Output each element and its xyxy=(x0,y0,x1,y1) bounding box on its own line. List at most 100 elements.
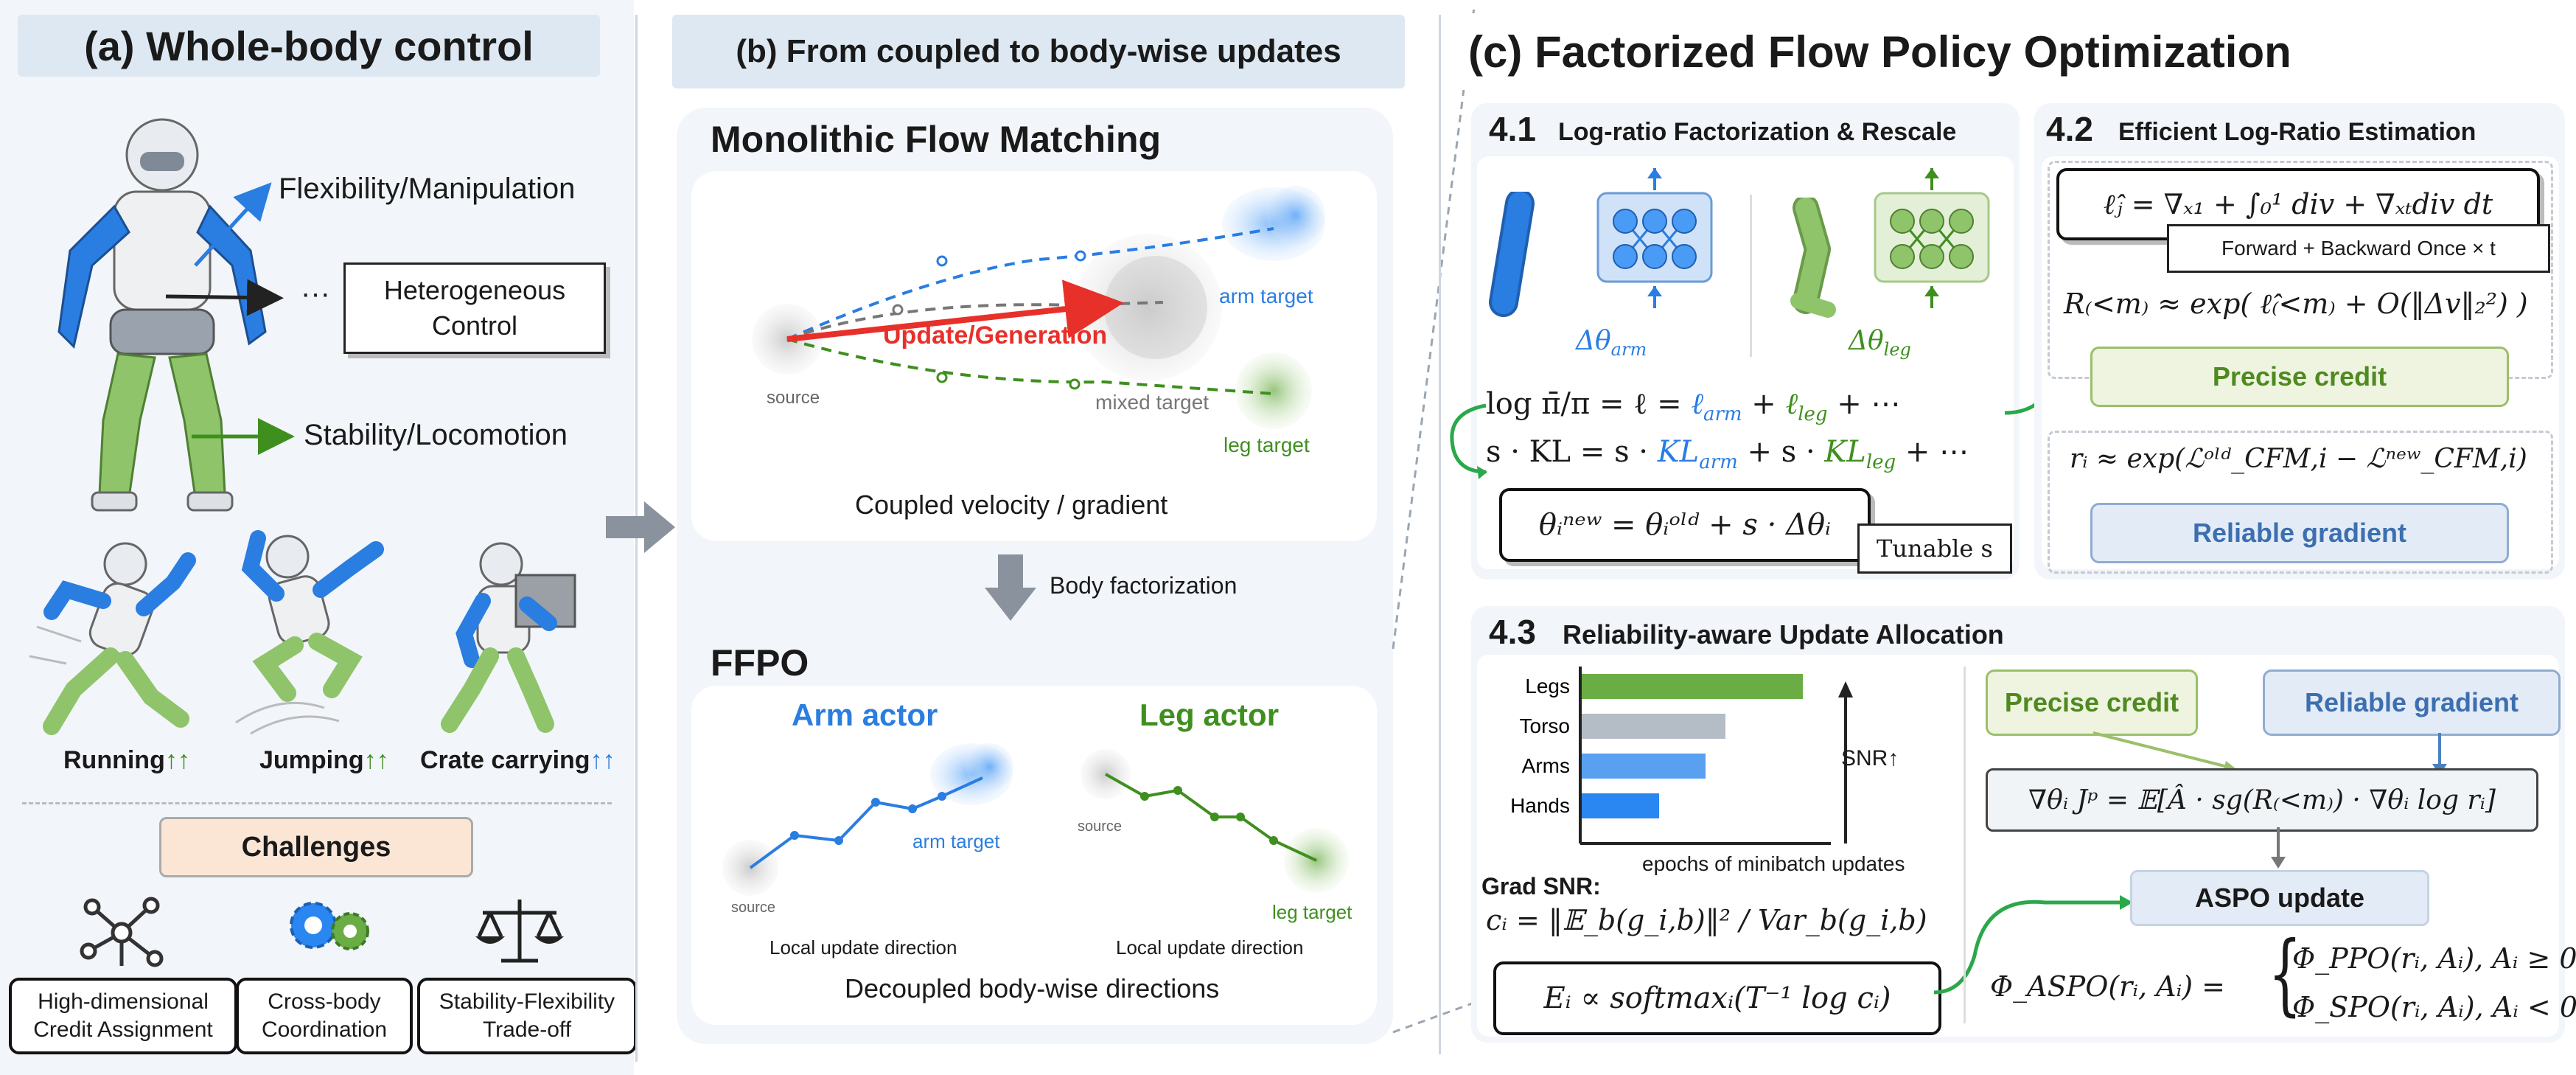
zoom-connector xyxy=(1392,7,1476,1034)
body-factorization-label: Body factorization xyxy=(1050,572,1238,599)
gears-icon xyxy=(290,902,369,950)
tick-label-legs: Legs xyxy=(1525,675,1570,697)
forward-backward-box: Forward + Backward Once × t xyxy=(2167,224,2550,273)
challenge-cross-body: Cross-body Coordination xyxy=(236,978,413,1054)
eq1-l-arm-symbol: ℓ xyxy=(1691,387,1703,421)
arm-network-icon xyxy=(1596,168,1713,308)
bar-legs xyxy=(1582,674,1803,699)
precise-credit-box-42: Precise credit xyxy=(2090,347,2509,407)
eq-ri: rᵢ ≈ exp(ℒᵒˡᵈ_CFM,i − ℒⁿᵉʷ_CFM,i) xyxy=(2070,444,2527,474)
down-arrow-icon xyxy=(985,554,1036,621)
challenge-credit-assignment: High-dimensional Credit Assignment xyxy=(9,978,237,1054)
mono-arm-target: arm target xyxy=(1219,285,1313,307)
leg-network-icon xyxy=(1874,168,1990,308)
s42-dash-bottom xyxy=(2048,431,2553,574)
arm-segment-icon xyxy=(1489,192,1535,317)
challenges-box: Challenges xyxy=(159,817,473,877)
arm-caption: Local update direction xyxy=(769,936,957,959)
leg-caption: Local update direction xyxy=(1116,936,1304,959)
panel-a xyxy=(0,0,634,1075)
precise-credit-box-43: Precise credit xyxy=(1986,669,2198,736)
eq2-leg-sub: leg xyxy=(1865,451,1896,473)
bar-arms xyxy=(1582,754,1706,779)
eq-log-ratio: log π̄/π = ℓ = ℓarm + ℓleg + ⋯ xyxy=(1486,386,1901,425)
theta-update-box: θᵢⁿᵉʷ = θᵢᵒˡᵈ + s · Δθᵢ xyxy=(1499,488,1871,562)
phi-aspo-lhs: Φ_ASPO(rᵢ, Aᵢ) = xyxy=(1990,970,2225,1003)
stability-label: Stability/Locomotion xyxy=(304,419,568,451)
delta-leg-symbol: Δθ xyxy=(1849,326,1884,356)
s43-num: 4.3 xyxy=(1489,613,1536,651)
jumping-robot-icon xyxy=(235,530,384,735)
divider-dashed xyxy=(22,802,612,804)
ellipsis-label: ··· xyxy=(301,277,330,310)
mono-leg-target: leg target xyxy=(1224,434,1310,456)
eq-kl: s · KL = s · KLarm + s · KLleg + ⋯ xyxy=(1486,435,1969,473)
eq1-a: log π̄/π = ℓ = xyxy=(1486,387,1692,421)
arm-source-label: source xyxy=(731,900,776,916)
action-running: Running↑↑ xyxy=(63,746,190,775)
phi-ppo-case: Φ_PPO(rᵢ, Aᵢ), Aᵢ ≥ 0 xyxy=(2292,942,2576,975)
delta-theta-leg: Δθleg xyxy=(1849,326,1911,360)
heterogeneous-control-box: Heterogeneous Control xyxy=(343,262,606,354)
delta-theta-arm: Δθarm xyxy=(1576,326,1647,360)
challenge-stability-flexibility: Stability-Flexibility Trade-off xyxy=(417,978,637,1054)
reliable-gradient-box-42: Reliable gradient xyxy=(2090,503,2509,563)
eq2-kl-arm-symbol: KL xyxy=(1657,435,1700,469)
s43-divider xyxy=(1964,667,1966,1023)
action-jumping: Jumping↑↑ xyxy=(259,746,389,775)
energy-allocation-box: Eᵢ ∝ softmaxᵢ(T⁻¹ log cᵢ) xyxy=(1493,961,1941,1035)
crate-carrying-robot-icon xyxy=(441,542,576,733)
ffpo-decoupled-diagram xyxy=(722,743,1349,896)
network-graph-icon xyxy=(80,897,164,967)
down-arrow-small xyxy=(2271,827,2286,869)
crate-arrows-icon: ↑↑ xyxy=(590,746,615,774)
tunable-s-box: Tunable s xyxy=(1857,523,2012,574)
delta-arm-symbol: Δθ xyxy=(1576,326,1611,356)
eq1-l-leg-symbol: ℓ xyxy=(1785,387,1798,421)
reliable-gradient-box-43: Reliable gradient xyxy=(2263,669,2561,736)
eq1-tail: + ⋯ xyxy=(1827,387,1901,421)
policy-gradient-box: ∇θᵢ Jᵖ = 𝔼[Â · sg(R₍<m₎) · ∇θᵢ log rᵢ] xyxy=(1986,768,2538,832)
leg-segment-icon xyxy=(1790,198,1836,318)
green-curve-arrow-aspo xyxy=(1934,895,2133,995)
tick-label-torso: Torso xyxy=(1520,714,1570,737)
mono-caption: Coupled velocity / gradient xyxy=(855,490,1168,520)
robot-callout-arrows xyxy=(165,182,295,455)
arm-actor-label: Arm actor xyxy=(792,697,938,732)
delta-arm-sub: arm xyxy=(1610,339,1647,361)
s42-num: 4.2 xyxy=(2046,110,2093,148)
arm-target-label: arm target xyxy=(912,830,1000,852)
balance-scale-icon xyxy=(475,900,564,963)
separator-bc xyxy=(1439,15,1441,1054)
aspo-update-box: ASPO update xyxy=(2130,870,2429,926)
eq-r-less-m: R₍<m₎ ≈ exp( ℓ̂₍<m₎ + O(‖Δv‖₂²) ) xyxy=(2064,288,2528,320)
running-robot-icon xyxy=(29,542,196,735)
leg-target-label: leg target xyxy=(1272,901,1352,923)
eq1-l-arm: ℓarm xyxy=(1691,387,1742,425)
bar-hands xyxy=(1582,793,1659,818)
panel-c-title: (c) Factorized Flow Policy Optimization xyxy=(1451,13,2485,90)
action-crate-carrying: Crate carrying↑↑ xyxy=(420,746,615,775)
action-crate-label: Crate carrying xyxy=(420,746,590,774)
mono-source: source xyxy=(767,388,820,408)
right-arrow-icon xyxy=(606,501,675,553)
tick-label-arms: Arms xyxy=(1522,754,1570,777)
grad-snr-label: Grad SNR: xyxy=(1481,873,1601,900)
eq-c: cᵢ = ‖𝔼_b(g_i,b)‖² / Var_b(g_i,b) xyxy=(1486,904,1927,936)
eq1-arm-sub: arm xyxy=(1703,403,1742,425)
action-jumping-label: Jumping xyxy=(259,746,364,774)
eq2-arm-sub: arm xyxy=(1699,451,1738,473)
mono-mixed-target: mixed target xyxy=(1095,391,1210,414)
snr-arrow-head xyxy=(1838,681,1853,697)
eq2-kl-arm: KLarm xyxy=(1657,435,1738,473)
eq1-leg-sub: leg xyxy=(1798,403,1828,425)
green-curve-arrow-left xyxy=(1450,403,1487,479)
s41-title: Log-ratio Factorization & Rescale xyxy=(1558,118,1957,146)
s43-title: Reliability-aware Update Allocation xyxy=(1563,619,2004,650)
s42-title: Efficient Log-Ratio Estimation xyxy=(2118,118,2476,146)
eq2-tail: + ⋯ xyxy=(1896,435,1969,469)
phi-spo-case: Φ_SPO(rᵢ, Aᵢ), Aᵢ < 0 xyxy=(2292,991,2576,1023)
eq1-plus: + xyxy=(1742,387,1786,421)
ffpo-card xyxy=(691,686,1377,1025)
panel-b-title: (b) From coupled to body-wise updates xyxy=(672,15,1405,88)
